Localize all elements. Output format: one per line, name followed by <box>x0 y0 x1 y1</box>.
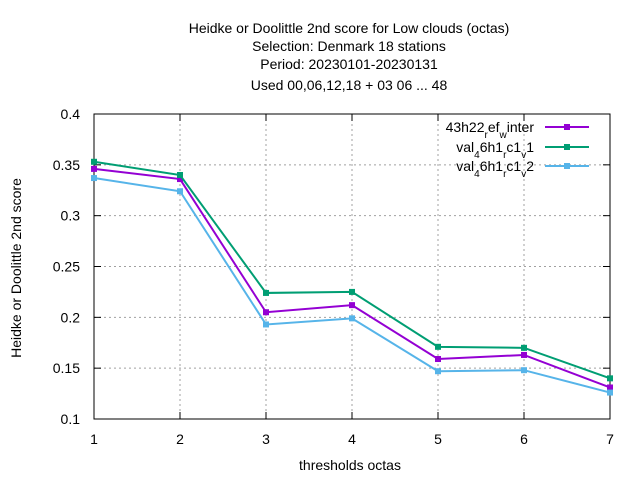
y-tick-label: 0.1 <box>61 411 81 427</box>
y-tick-label: 0.35 <box>53 157 80 173</box>
y-tick-label: 0.25 <box>53 259 80 275</box>
data-point <box>349 302 355 309</box>
y-tick-label: 0.15 <box>53 360 80 376</box>
legend-marker <box>564 124 570 130</box>
data-point <box>435 356 441 363</box>
series-group <box>91 158 613 396</box>
x-tick-label: 7 <box>606 431 614 447</box>
data-point <box>521 367 527 374</box>
legend-label: val46h1rc1v2 <box>456 158 534 180</box>
legend-entry: val46h1rc1v2 <box>456 158 589 180</box>
data-point <box>435 368 441 375</box>
data-point <box>521 351 527 358</box>
grid <box>94 114 610 419</box>
data-point <box>349 288 355 295</box>
axis-ticks <box>93 113 611 420</box>
series-3 <box>91 175 613 396</box>
data-point <box>521 344 527 351</box>
chart-title: Heidke or Doolittle 2nd score for Low cl… <box>189 20 510 93</box>
data-point <box>435 343 441 350</box>
x-tick-label: 5 <box>434 431 442 447</box>
data-point <box>91 165 97 172</box>
legend-marker <box>564 144 570 150</box>
x-tick-label: 1 <box>90 431 98 447</box>
legend-entry: 43h22refwinter <box>446 119 589 141</box>
axis-tick-labels: 0.1 0.15 0.2 0.25 0.3 0.35 0.4 1 2 3 4 5 6 7 <box>53 106 614 447</box>
title-line-3: Period: 20230101-20230131 <box>260 56 438 72</box>
data-point <box>177 176 183 183</box>
x-axis-label: thresholds octas <box>299 457 401 473</box>
legend-label: 43h22refwinter <box>446 119 535 141</box>
data-point <box>177 172 183 178</box>
series-1 <box>91 165 613 391</box>
y-tick-label: 0.3 <box>61 208 81 224</box>
legend-entry: val46h1rc1v1 <box>456 139 589 161</box>
x-tick-label: 2 <box>176 431 184 447</box>
y-tick-label: 0.2 <box>61 309 81 325</box>
legend-label: val46h1rc1v1 <box>456 139 534 161</box>
title-line-2: Selection: Denmark 18 stations <box>252 38 446 54</box>
data-point <box>607 389 613 396</box>
x-tick-label: 4 <box>348 431 356 447</box>
data-point <box>91 175 97 182</box>
data-point <box>607 375 613 382</box>
x-tick-label: 6 <box>520 431 528 447</box>
y-axis-label: Heidke or Doolittle 2nd score <box>8 178 24 358</box>
data-point <box>263 289 269 296</box>
x-tick-label: 3 <box>262 431 270 447</box>
data-point <box>349 315 355 322</box>
y-tick-label: 0.4 <box>61 106 81 122</box>
data-point <box>91 158 97 165</box>
data-point <box>607 384 613 391</box>
data-point <box>263 321 269 328</box>
legend-marker <box>564 163 570 169</box>
data-point <box>263 309 269 316</box>
series-2 <box>91 158 613 382</box>
title-line-1: Heidke or Doolittle 2nd score for Low cl… <box>189 20 510 36</box>
data-point <box>177 188 183 195</box>
title-line-4: Used 00,06,12,18 + 03 06 ... 48 <box>251 77 448 93</box>
